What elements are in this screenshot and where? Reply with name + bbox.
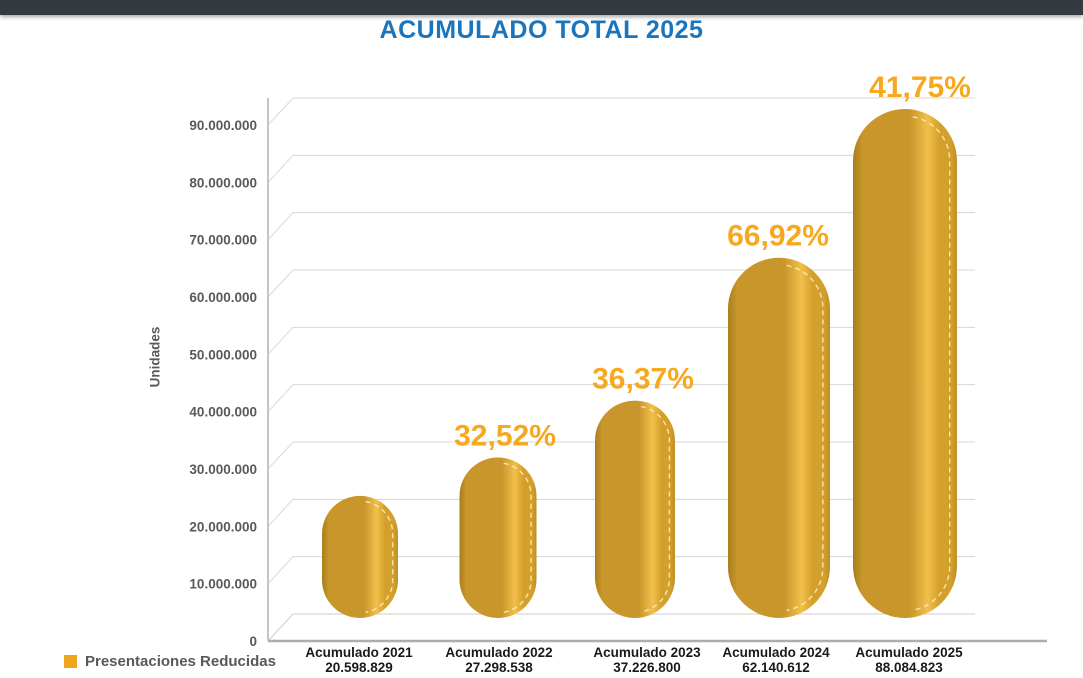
y-tick-label: 90.000.000 <box>189 118 257 133</box>
x-category-label: Acumulado 2025 <box>855 645 963 660</box>
bar-shape <box>459 457 537 618</box>
bar-shape <box>728 257 830 618</box>
y-tick-label: 30.000.000 <box>189 462 257 477</box>
bar-seam-line <box>912 116 951 611</box>
bar-acumulado-2022 <box>459 457 537 618</box>
x-value-label: 62.140.612 <box>742 660 810 675</box>
growth-pct-label: 32,52% <box>454 419 556 452</box>
y-tick-label: 40.000.000 <box>189 405 257 420</box>
bar-acumulado-2021 <box>322 495 398 618</box>
gridline <box>267 212 975 241</box>
legend-label: Presentaciones Reducidas <box>85 653 276 670</box>
growth-pct-label: 36,37% <box>592 363 694 396</box>
y-tick-label: 0 <box>249 634 257 649</box>
top-dark-bar <box>0 0 1083 15</box>
y-tick-label: 20.000.000 <box>189 519 257 534</box>
legend: Presentaciones Reducidas <box>64 653 276 670</box>
x-value-label: 88.084.823 <box>875 660 943 675</box>
growth-pct-label: 66,92% <box>727 220 829 253</box>
x-value-label: 20.598.829 <box>325 660 393 675</box>
y-tick-label: 10.000.000 <box>189 577 257 592</box>
y-tick-label: 60.000.000 <box>189 290 257 305</box>
bar-shape <box>595 400 675 618</box>
x-category-label: Acumulado 2024 <box>722 645 830 660</box>
bar-shape <box>322 495 398 618</box>
bar-acumulado-2025 <box>853 108 957 619</box>
growth-pct-label: 41,75% <box>869 71 971 104</box>
y-tick-label: 50.000.000 <box>189 347 257 362</box>
x-value-label: 37.226.800 <box>613 660 681 675</box>
x-value-label: 27.298.538 <box>465 660 533 675</box>
bar-acumulado-2023 <box>595 400 675 618</box>
bar-shape <box>853 108 957 619</box>
bar-seam-line <box>640 405 671 613</box>
bar-seam-line <box>786 264 824 612</box>
page-title: ACUMULADO TOTAL 2025 <box>379 16 704 44</box>
legend-swatch-icon <box>64 655 77 668</box>
x-category-label: Acumulado 2021 <box>305 645 413 660</box>
floor-back-edge <box>267 613 975 642</box>
y-tick-label: 80.000.000 <box>189 175 257 190</box>
y-tick-label: 70.000.000 <box>189 233 257 248</box>
gridline <box>267 154 975 183</box>
bar-acumulado-2024 <box>728 257 830 618</box>
x-category-label: Acumulado 2022 <box>445 645 552 660</box>
x-category-label: Acumulado 2023 <box>593 645 701 660</box>
gridline <box>267 97 975 126</box>
